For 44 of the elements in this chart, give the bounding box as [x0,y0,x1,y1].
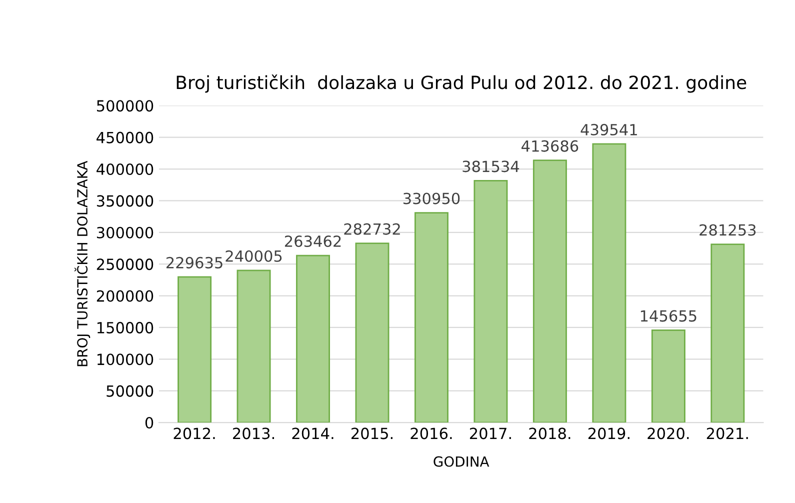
y-tick-label: 500000 [96,100,154,112]
bar [355,242,390,423]
x-tick-label: 2017. [470,428,511,440]
y-tick-label: 400000 [96,163,154,176]
data-label: 282732 [344,223,400,235]
data-label: 145655 [640,310,696,322]
y-tick-label: 100000 [97,354,154,366]
x-tick-label: 2014. [292,428,334,440]
data-label: 240005 [226,250,282,262]
x-tick-label: 2019. [588,428,630,440]
x-tick-label: 2012. [174,428,215,440]
bar [474,180,508,423]
y-tick-label: 200000 [96,290,154,302]
y-axis-title: BROJ TURISTIČKIH DOLAZAKA [74,160,90,366]
y-tick-label: 250000 [96,258,154,270]
x-tick-label: 2021. [706,428,748,440]
y-tick-label: 450000 [96,132,154,144]
x-tick-label: 2015. [352,428,392,440]
bar [414,212,448,423]
y-tick-label: 300000 [96,226,154,238]
data-label: 263462 [284,235,341,248]
bar [236,270,271,423]
x-axis-title: GODINA [434,456,490,467]
y-tick-label: 350000 [96,195,154,207]
data-label: 381534 [462,160,520,172]
bar [532,160,567,423]
data-label: 281253 [700,224,756,236]
bar [710,244,745,423]
y-tick-label: 0 [145,416,154,429]
bar [296,254,330,423]
chart-title: Broj turističkih dolazaka u Grad Pulu od 2012. do 2021. godine [176,74,746,93]
x-tick-label: 2020. [648,428,689,440]
data-label: 330950 [403,192,460,204]
x-tick-label: 2016. [410,428,452,440]
bar [592,143,626,423]
bar [178,276,212,423]
data-label: 229635 [166,256,222,268]
x-tick-label: 2013. [233,428,274,440]
data-label: 413686 [522,140,578,152]
y-tick-label: 50000 [106,385,154,397]
bar [651,330,686,423]
data-label: 439541 [580,124,637,136]
x-tick-label: 2018. [529,428,570,440]
y-tick-label: 150000 [97,322,154,334]
